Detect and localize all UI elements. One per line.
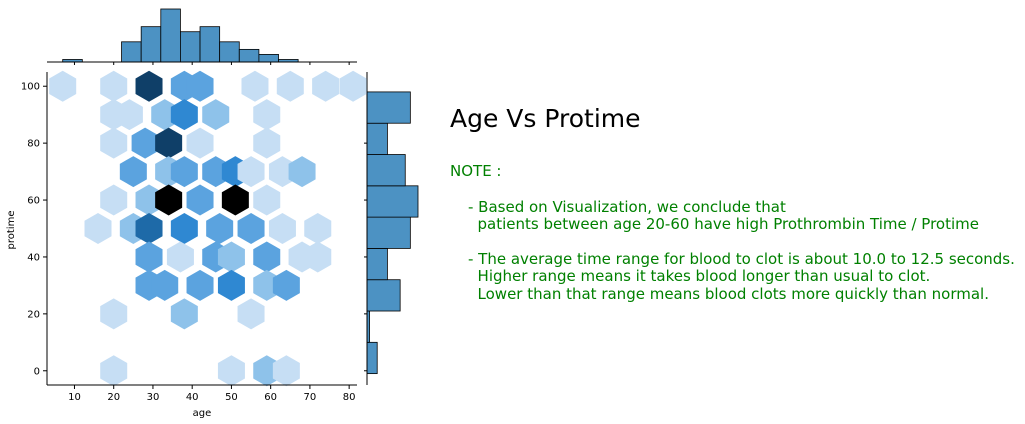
- hexbin-cell: [119, 156, 147, 188]
- hexbin-cell: [237, 213, 265, 244]
- hexbin-cell: [253, 99, 281, 131]
- x-axis-label: age: [193, 408, 212, 419]
- right-histogram-bar: [366, 248, 388, 281]
- hexbin-cell: [304, 213, 332, 244]
- note-line-2: patients between age 20-60 have high Pro…: [468, 215, 979, 233]
- hexbin-cell: [170, 298, 198, 330]
- hexbin-cell: [186, 184, 214, 216]
- right-histogram-bar: [366, 279, 401, 312]
- hexbin-cell: [186, 269, 214, 301]
- hexbin-cell: [221, 184, 249, 216]
- axes: 10 20 30 40 50 60 70 80 0 20 40 60 80 100: [21, 72, 357, 403]
- hexbin-cell: [241, 70, 269, 102]
- hexbin-cell: [131, 127, 159, 159]
- hexbin-cell: [155, 184, 183, 216]
- hexbin-cell: [272, 355, 300, 387]
- right-histogram-bar: [366, 341, 378, 375]
- hexbin-cell: [100, 355, 128, 387]
- y-tick-label: 80: [27, 139, 40, 150]
- x-tick-label: 10: [68, 392, 81, 403]
- top-histogram-bar: [160, 8, 181, 63]
- top-histogram-bar: [180, 31, 201, 63]
- x-tick-label: 50: [225, 392, 238, 403]
- x-tick-label: 40: [186, 392, 199, 403]
- hexbin-cell: [186, 127, 214, 159]
- y-tick-label: 40: [27, 252, 40, 263]
- hexbin-cell: [253, 241, 281, 273]
- x-tick-label: 30: [147, 392, 160, 403]
- hexbin-cell: [272, 269, 300, 301]
- hexbin-cell: [115, 99, 143, 131]
- hexbin-cell: [217, 355, 245, 387]
- hexbin-cell: [135, 241, 163, 273]
- top-histogram: [47, 8, 357, 65]
- hexbin-cell: [253, 184, 281, 216]
- hexbin-cell: [339, 70, 367, 102]
- x-tick-label: 70: [304, 392, 317, 403]
- note-line-4: Higher range means it takes blood longer…: [468, 267, 931, 285]
- right-histogram-bar: [366, 216, 411, 249]
- chart-annotation-title: Age Vs Protime: [450, 104, 641, 133]
- top-histogram-bar: [140, 26, 162, 63]
- hexbin-cell: [84, 213, 112, 244]
- x-tick-label: 60: [264, 392, 277, 403]
- hexbin-cell: [217, 241, 245, 273]
- x-tick-label: 80: [343, 392, 356, 403]
- top-histogram-bar: [199, 26, 221, 63]
- y-axis-label: protime: [6, 211, 17, 250]
- hexbin-cell: [170, 99, 198, 131]
- note-line-5: Lower than that range means blood clots …: [468, 285, 989, 303]
- y-tick-label: 0: [34, 366, 40, 377]
- top-histogram-bar: [258, 54, 279, 63]
- hexbin-cell: [217, 269, 245, 301]
- hexbin-cell: [155, 127, 183, 159]
- top-histogram-bar: [121, 41, 142, 63]
- hexbin-cell: [186, 70, 214, 102]
- y-tick-label: 20: [27, 309, 40, 320]
- right-histogram-bar: [366, 91, 411, 124]
- hexbin-cell: [151, 269, 179, 301]
- right-histogram: [364, 72, 419, 385]
- top-histogram-bar: [238, 48, 260, 63]
- y-tick-label: 60: [27, 196, 40, 207]
- hexbin-plot: [49, 70, 367, 387]
- hexbin-cell: [237, 298, 265, 330]
- hexbin-cell: [100, 70, 128, 102]
- right-histogram-bar: [366, 122, 388, 155]
- right-histogram-bar: [366, 154, 406, 187]
- hexbin-cell: [268, 213, 296, 244]
- hexbin-cell: [288, 156, 316, 188]
- note-line-1: - Based on Visualization, we conclude th…: [468, 198, 786, 216]
- hexbin-cell: [170, 156, 198, 188]
- top-histogram-bar: [219, 41, 240, 63]
- hexbin-cell: [100, 184, 128, 216]
- note-heading: NOTE :: [450, 162, 502, 180]
- hexbin-cell: [276, 70, 304, 102]
- y-tick-label: 100: [21, 82, 40, 93]
- hexbin-cell: [135, 213, 163, 244]
- hexbin-cell: [170, 213, 198, 244]
- hexbin-cell: [100, 298, 128, 330]
- hexbin-cell: [135, 70, 163, 102]
- hexbin-cell: [166, 241, 194, 273]
- right-histogram-bar: [366, 185, 419, 218]
- x-tick-label: 20: [107, 392, 120, 403]
- hexbin-cell: [49, 70, 77, 102]
- hexbin-cell: [253, 127, 281, 159]
- hexbin-cell: [312, 70, 340, 102]
- hexbin-cell: [304, 241, 332, 273]
- hexbin-cell: [100, 127, 128, 159]
- note-line-3: - The average time range for blood to cl…: [468, 250, 1015, 268]
- hexbin-cell: [202, 99, 230, 131]
- hexbin-cell: [206, 213, 234, 244]
- hexbin-cell: [237, 156, 265, 188]
